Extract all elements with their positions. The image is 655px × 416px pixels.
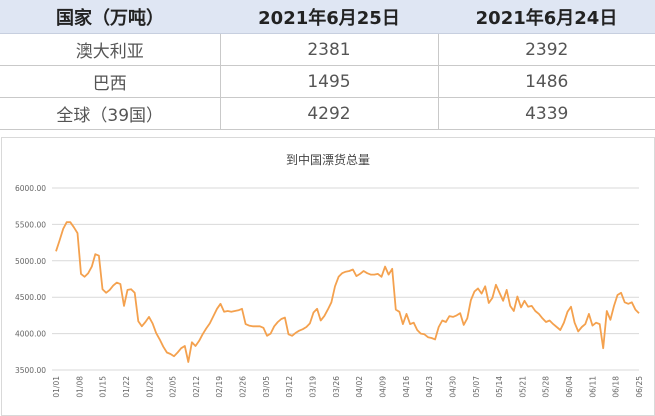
y-tick-label: 5000.00	[15, 257, 46, 266]
x-tick-label: 04/09	[378, 376, 387, 398]
y-tick-label: 5500.00	[15, 220, 46, 229]
y-tick-label: 3500.00	[15, 366, 46, 375]
port-inventory-table: 国家（万吨） 2021年6月25日 2021年6月24日 澳大利亚 2381 2…	[0, 0, 655, 130]
table-row: 全球（39国） 4292 4339	[0, 97, 655, 130]
jun24-cell: 4339	[438, 97, 655, 130]
x-tick-label: 03/05	[262, 376, 271, 398]
x-tick-label: 01/08	[75, 376, 84, 398]
x-tick-label: 05/07	[472, 376, 481, 398]
y-tick-label: 4000.00	[15, 330, 46, 339]
x-tick-label: 06/18	[612, 376, 621, 398]
country-cell: 巴西	[0, 65, 221, 98]
x-tick-label: 01/01	[52, 376, 61, 398]
x-tick-label: 02/19	[215, 376, 224, 398]
x-tick-label: 06/25	[635, 376, 644, 398]
country-cell: 澳大利亚	[0, 33, 221, 66]
x-tick-label: 02/26	[239, 376, 248, 398]
chart-title: 到中国漂货总量	[286, 152, 370, 167]
column-header-jun25: 2021年6月25日	[220, 0, 438, 34]
column-header-jun24: 2021年6月24日	[438, 0, 655, 34]
x-tick-label: 04/02	[355, 376, 364, 398]
series-line	[55, 221, 640, 363]
jun25-cell: 4292	[220, 97, 439, 130]
x-tick-label: 01/29	[145, 376, 154, 398]
table-header-row: 国家（万吨） 2021年6月25日 2021年6月24日	[0, 0, 655, 34]
x-tick-label: 02/05	[169, 376, 178, 398]
x-tick-label: 01/22	[122, 376, 131, 398]
x-tick-label: 03/19	[309, 376, 318, 398]
x-tick-label: 02/12	[192, 376, 201, 398]
column-header-country: 国家（万吨）	[0, 0, 220, 34]
jun24-cell: 1486	[438, 65, 655, 98]
jun24-cell: 2392	[438, 33, 655, 66]
x-tick-label: 05/28	[542, 376, 551, 398]
x-tick-label: 05/21	[518, 376, 527, 398]
x-tick-label: 05/14	[495, 376, 504, 398]
jun25-cell: 1495	[220, 65, 439, 98]
x-tick-label: 04/30	[448, 376, 457, 398]
x-tick-label: 06/04	[565, 376, 574, 398]
x-tick-label: 03/12	[285, 376, 294, 398]
x-tick-label: 03/26	[332, 376, 341, 398]
table-row: 澳大利亚 2381 2392	[0, 33, 655, 66]
jun25-cell: 2381	[220, 33, 439, 66]
y-tick-label: 6000.00	[15, 184, 46, 193]
x-tick-label: 04/23	[425, 376, 434, 398]
x-tick-label: 06/11	[588, 376, 597, 398]
line-chart: 到中国漂货总量 3500.00 4000.00 4500.00 5000.00 5500.…	[15, 152, 644, 398]
x-tick-label: 01/15	[99, 376, 108, 398]
table-row: 巴西 1495 1486	[0, 65, 655, 98]
x-tick-label: 04/16	[402, 376, 411, 398]
y-tick-label: 4500.00	[15, 293, 46, 302]
country-cell: 全球（39国）	[0, 97, 221, 130]
chart-container: 到中国漂货总量 3500.00 4000.00 4500.00 5000.00 5500.…	[1, 137, 655, 416]
